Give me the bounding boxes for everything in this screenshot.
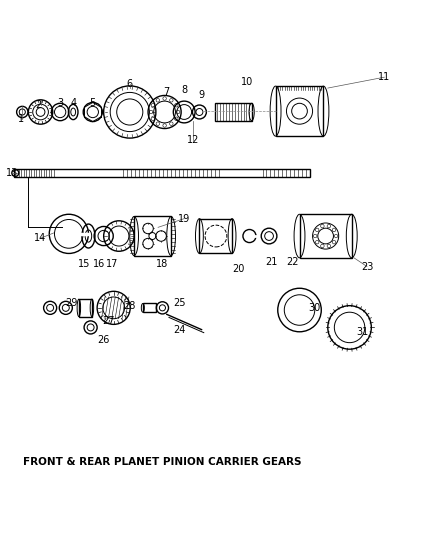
Text: 18: 18 (156, 260, 169, 269)
Text: 20: 20 (233, 264, 245, 273)
Text: 17: 17 (106, 260, 119, 269)
Text: 12: 12 (187, 135, 199, 146)
Text: 25: 25 (173, 298, 186, 309)
Text: 13: 13 (6, 168, 18, 178)
Text: 23: 23 (361, 262, 373, 271)
Text: FRONT & REAR PLANET PINION CARRIER GEARS: FRONT & REAR PLANET PINION CARRIER GEARS (23, 457, 302, 467)
Text: 5: 5 (90, 98, 96, 108)
Bar (276, 86, 323, 136)
Text: 8: 8 (181, 85, 187, 95)
Bar (14, 168, 311, 177)
Text: 6: 6 (127, 79, 133, 88)
Text: 15: 15 (78, 260, 90, 269)
Text: 2: 2 (35, 100, 42, 110)
Bar (134, 216, 171, 256)
Text: 14: 14 (35, 233, 47, 243)
Text: 29: 29 (65, 298, 77, 309)
Text: 28: 28 (124, 301, 136, 311)
Text: 26: 26 (98, 335, 110, 345)
Bar (215, 103, 252, 120)
Bar (79, 299, 92, 317)
Text: 27: 27 (102, 316, 114, 326)
Bar (143, 303, 156, 312)
Text: 3: 3 (57, 98, 63, 108)
Text: 16: 16 (93, 260, 106, 269)
Text: 10: 10 (241, 77, 254, 86)
Text: 24: 24 (173, 325, 186, 335)
Bar (199, 219, 232, 254)
Text: 19: 19 (178, 214, 190, 224)
Text: 1: 1 (18, 114, 24, 124)
Bar (300, 214, 352, 258)
Text: 9: 9 (198, 90, 205, 100)
Text: 11: 11 (378, 72, 391, 82)
Text: 22: 22 (287, 257, 299, 267)
Text: 7: 7 (164, 87, 170, 98)
Text: 4: 4 (70, 98, 76, 108)
Text: 21: 21 (265, 257, 277, 267)
Text: 31: 31 (357, 327, 369, 337)
Text: 30: 30 (309, 303, 321, 313)
